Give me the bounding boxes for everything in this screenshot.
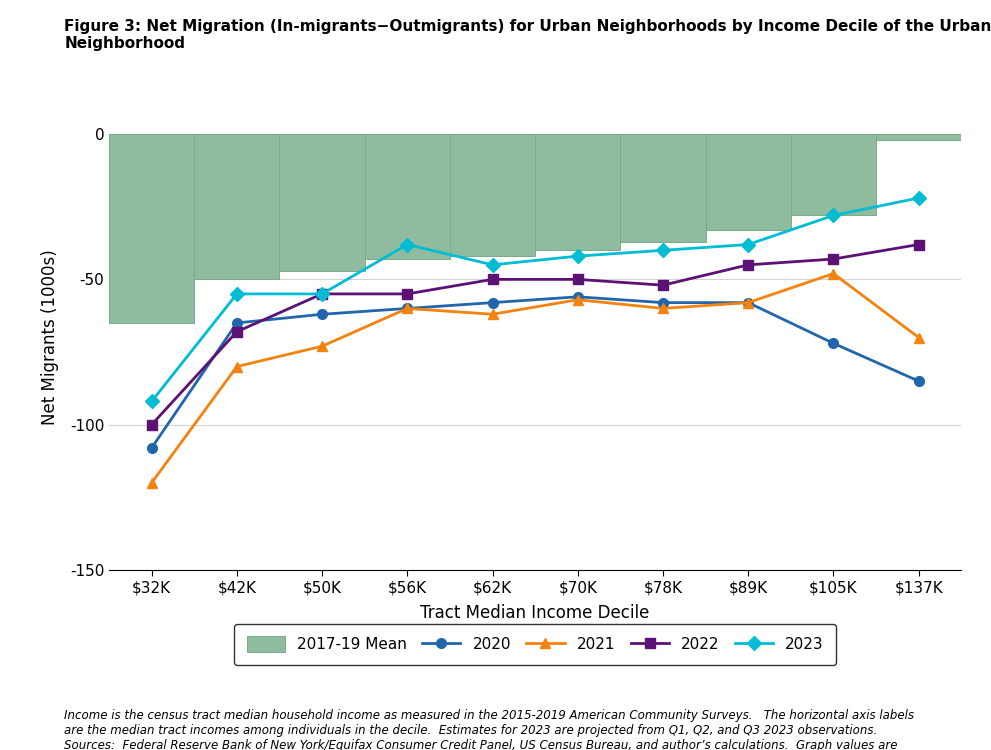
2020	[913, 376, 925, 386]
2022	[827, 254, 839, 263]
2022	[401, 290, 413, 298]
Bar	[706, 134, 791, 230]
2021	[316, 342, 328, 351]
2023	[316, 290, 328, 298]
Line: 2021: 2021	[147, 268, 924, 488]
2021	[742, 298, 754, 307]
2022	[742, 260, 754, 269]
2021	[827, 269, 839, 278]
2021	[913, 333, 925, 342]
2021	[146, 478, 158, 488]
2023	[572, 252, 584, 261]
2020	[742, 298, 754, 307]
2020	[657, 298, 669, 307]
2020	[487, 298, 498, 307]
2022	[657, 280, 669, 290]
Bar	[535, 134, 620, 250]
2021	[657, 304, 669, 313]
X-axis label: Tract Median Income Decile: Tract Median Income Decile	[420, 604, 650, 622]
2020	[316, 310, 328, 319]
2022	[572, 275, 584, 284]
2021	[487, 310, 498, 319]
Bar	[876, 134, 961, 140]
2023	[231, 290, 243, 298]
Bar	[109, 134, 194, 323]
Y-axis label: Net Migrants (1000s): Net Migrants (1000s)	[41, 250, 58, 425]
Text: Income is the census tract median household income as measured in the 2015-2019 : Income is the census tract median househ…	[64, 709, 915, 750]
2020	[146, 443, 158, 452]
Bar	[365, 134, 450, 259]
2020	[231, 319, 243, 328]
2022	[146, 420, 158, 429]
Bar	[450, 134, 535, 256]
2023	[742, 240, 754, 249]
2022	[316, 290, 328, 298]
2023	[487, 260, 498, 269]
2021	[231, 362, 243, 371]
Legend: 2017-19 Mean, 2020, 2021, 2022, 2023: 2017-19 Mean, 2020, 2021, 2022, 2023	[234, 624, 836, 664]
Bar	[620, 134, 706, 242]
Line: 2023: 2023	[147, 194, 924, 406]
Line: 2022: 2022	[147, 240, 924, 430]
Bar	[791, 134, 876, 215]
2020	[827, 339, 839, 348]
Bar	[279, 134, 365, 271]
2021	[401, 304, 413, 313]
Text: Figure 3: Net Migration (In-migrants−Outmigrants) for Urban Neighborhoods by Inc: Figure 3: Net Migration (In-migrants−Out…	[64, 19, 991, 51]
2020	[572, 292, 584, 302]
2023	[827, 211, 839, 220]
Line: 2020: 2020	[147, 292, 924, 453]
2023	[401, 240, 413, 249]
2022	[487, 275, 498, 284]
2023	[657, 246, 669, 255]
2023	[146, 397, 158, 406]
2022	[913, 240, 925, 249]
2020	[401, 304, 413, 313]
Bar	[194, 134, 279, 280]
2023	[913, 194, 925, 202]
2022	[231, 327, 243, 336]
2021	[572, 296, 584, 304]
